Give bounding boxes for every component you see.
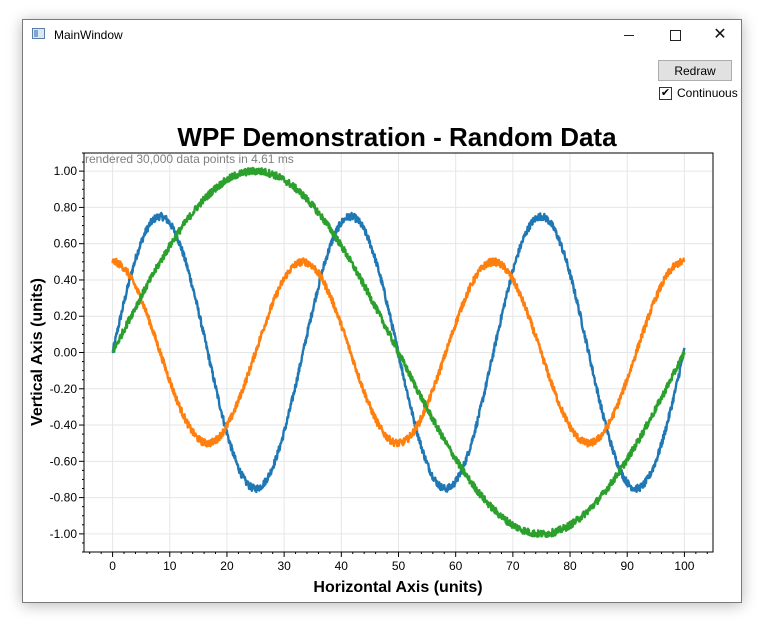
x-tick-label: 100 — [674, 559, 694, 573]
x-tick-label: 60 — [449, 559, 463, 573]
x-tick-label: 40 — [335, 559, 349, 573]
x-tick-label: 20 — [220, 559, 234, 573]
maximize-icon — [669, 29, 681, 41]
x-tick-label: 80 — [563, 559, 577, 573]
maximize-button[interactable] — [652, 20, 698, 50]
redraw-button[interactable]: Redraw — [658, 60, 732, 81]
y-tick-label: 0.60 — [54, 237, 78, 251]
y-tick-label: -1.00 — [50, 527, 78, 541]
series-group — [111, 166, 686, 538]
x-tick-label: 10 — [163, 559, 177, 573]
x-axis-ticks: 0 10 20 30 40 50 60 70 80 90 100 — [89, 552, 708, 573]
y-tick-label: 1.00 — [54, 164, 78, 178]
x-tick-label: 0 — [109, 559, 116, 573]
y-tick-label: -0.40 — [50, 418, 78, 432]
continuous-checkbox[interactable]: ✔ — [659, 86, 672, 100]
checkmark-icon: ✔ — [660, 86, 671, 99]
grid-lines — [84, 153, 713, 552]
plot-area[interactable]: WPF Demonstration - Random Data 0 10 20 30 4… — [23, 20, 741, 602]
y-axis-label: Vertical Axis (units) — [29, 278, 46, 426]
x-tick-label: 30 — [277, 559, 291, 573]
minimize-button[interactable] — [606, 20, 652, 50]
y-tick-label: -0.80 — [50, 491, 78, 505]
series-line-2 — [111, 257, 686, 448]
chart-title: WPF Demonstration - Random Data — [177, 122, 617, 152]
y-tick-label: -0.60 — [50, 454, 78, 468]
close-button[interactable]: ✕ — [697, 20, 743, 50]
close-icon: ✕ — [713, 26, 727, 43]
benchmark-text: rendered 30,000 data points in 4.61 ms — [85, 152, 294, 166]
continuous-label: Continuous — [677, 86, 738, 100]
x-tick-label: 90 — [621, 559, 635, 573]
y-axis-ticks: -1.00 -0.80 -0.60 -0.40 -0.20 0.00 0.20 0.40 0.6… — [50, 152, 84, 553]
x-tick-label: 50 — [392, 559, 406, 573]
y-tick-label: 0.00 — [54, 346, 78, 360]
series-line-3 — [111, 166, 686, 538]
app-window-icon — [32, 28, 45, 39]
main-window: MainWindow ✕ Redraw ✔ Continuous WPF Dem… — [22, 19, 742, 603]
x-axis-label: Horizontal Axis (units) — [313, 579, 482, 596]
minimize-icon — [624, 34, 634, 36]
y-tick-label: -0.20 — [50, 382, 78, 396]
x-tick-label: 70 — [506, 559, 520, 573]
window-title: MainWindow — [54, 28, 123, 42]
continuous-checkbox-row[interactable]: ✔ Continuous — [659, 86, 738, 100]
y-tick-label: 0.80 — [54, 200, 78, 214]
y-tick-label: 0.20 — [54, 309, 78, 323]
y-tick-label: 0.40 — [54, 273, 78, 287]
title-bar[interactable]: MainWindow ✕ — [23, 20, 741, 50]
